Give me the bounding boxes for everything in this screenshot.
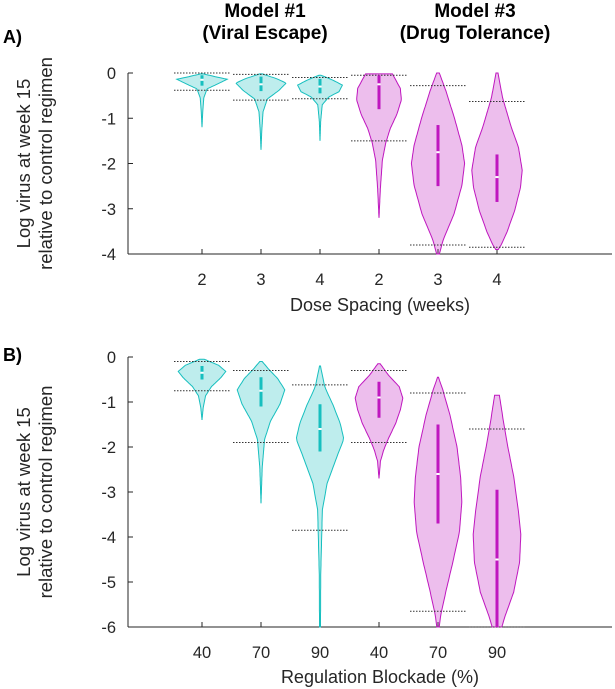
x-tick-label: 3 bbox=[256, 271, 265, 289]
y-axis-label-line-1: Log virus at week 15 bbox=[13, 79, 34, 249]
header-model-3: Model #3 (Drug Tolerance) bbox=[375, 1, 575, 45]
x-tick-label: 90 bbox=[311, 644, 329, 662]
y-tick-label: -2 bbox=[101, 156, 116, 174]
y-tick-label: -4 bbox=[101, 529, 116, 547]
header-model-1: Model #1 (Viral Escape) bbox=[175, 1, 355, 45]
panel-a-label: A) bbox=[3, 27, 22, 47]
y-tick-label: -3 bbox=[101, 201, 116, 219]
violin-body bbox=[236, 361, 286, 504]
y-tick-label: -6 bbox=[101, 619, 116, 637]
y-tick-label: -1 bbox=[101, 110, 116, 128]
violin-body bbox=[356, 73, 402, 218]
y-tick-label: -4 bbox=[101, 246, 116, 264]
x-tick-label: 40 bbox=[370, 644, 388, 662]
panel-b-label: B) bbox=[3, 345, 22, 365]
y-tick-label: 0 bbox=[107, 65, 116, 83]
x-tick-label: 70 bbox=[429, 644, 447, 662]
violin-body bbox=[235, 73, 287, 150]
x-tick-label: 90 bbox=[488, 644, 506, 662]
x-tick-label: 2 bbox=[197, 271, 206, 289]
x-tick-label: 4 bbox=[315, 271, 324, 289]
y-tick-label: -2 bbox=[101, 439, 116, 457]
violin-body bbox=[354, 363, 404, 479]
panel-b-chart: 0 -1 -2 -3 -4 -5 -6 40 70 90 40 70 90 Log virus at we… bbox=[13, 349, 612, 687]
y-tick-label: -5 bbox=[101, 574, 116, 592]
violin-body bbox=[175, 73, 229, 128]
header-model-1-subtitle: (Viral Escape) bbox=[202, 23, 328, 44]
x-tick-label: 3 bbox=[433, 271, 442, 289]
y-tick-label: 0 bbox=[107, 349, 116, 367]
header-model-3-subtitle: (Drug Tolerance) bbox=[399, 23, 551, 44]
header-model-3-title: Model #3 bbox=[434, 1, 516, 22]
y-axis-label-line-1: Log virus at week 15 bbox=[13, 407, 34, 577]
x-tick-label: 4 bbox=[492, 271, 501, 289]
x-tick-label: 40 bbox=[193, 644, 211, 662]
y-axis-label-line-2: relative to control regimen bbox=[35, 386, 56, 599]
x-axis-label: Dose Spacing (weeks) bbox=[290, 295, 470, 315]
y-axis-label-line-2: relative to control regimen bbox=[35, 57, 56, 270]
x-axis-label: Regulation Blockade (%) bbox=[281, 667, 479, 687]
violin-body bbox=[295, 365, 345, 628]
x-tick-label: 2 bbox=[374, 271, 383, 289]
violin-body bbox=[177, 358, 227, 421]
y-tick-label: -3 bbox=[101, 484, 116, 502]
y-tick-label: -1 bbox=[101, 394, 116, 412]
x-tick-label: 70 bbox=[252, 644, 270, 662]
panel-a-chart: 0 -1 -2 -3 -4 2 3 4 2 3 4 Log virus at week 15 relat… bbox=[13, 57, 612, 315]
violin-body bbox=[296, 74, 344, 141]
header-model-1-title: Model #1 bbox=[224, 1, 306, 22]
